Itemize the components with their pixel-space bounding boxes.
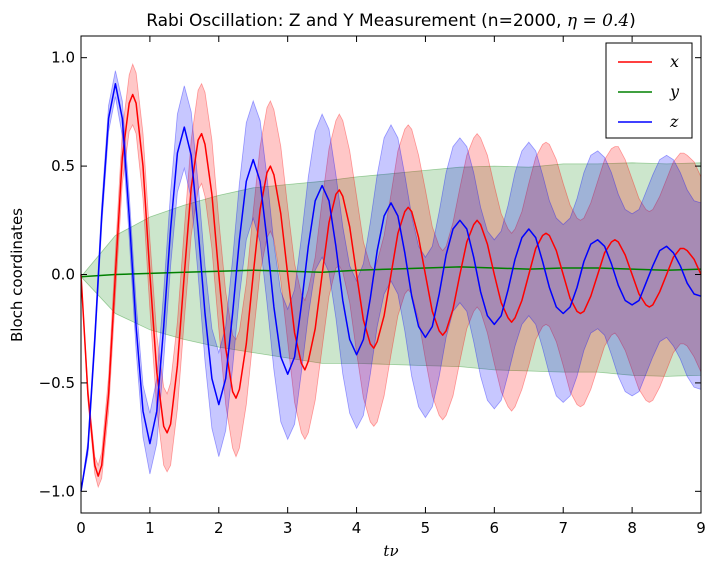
- y-tick-label: 1.0: [51, 49, 75, 67]
- legend-label-y: y: [669, 82, 680, 101]
- y-axis-label: Bloch coordinates: [8, 208, 26, 342]
- x-axis-label: tν: [383, 542, 398, 560]
- legend-label-x: x: [670, 52, 679, 71]
- y-tick-label: −0.5: [39, 374, 75, 392]
- x-tick-label: 0: [76, 519, 86, 537]
- y-tick-label: 0.5: [51, 157, 75, 175]
- line-z: [80, 82, 702, 492]
- series-lines: [80, 82, 702, 492]
- y-tick-label: 0.0: [51, 266, 75, 284]
- line-x: [80, 93, 702, 477]
- legend: xyz: [605, 42, 693, 139]
- legend-label-z: z: [669, 112, 679, 131]
- y-tick-label: −1.0: [39, 482, 75, 500]
- x-tick-label: 7: [558, 519, 568, 537]
- x-tick-label: 5: [421, 519, 431, 537]
- x-tick-label: 8: [627, 519, 637, 537]
- x-tick-label: 9: [696, 519, 706, 537]
- x-tick-label: 6: [490, 519, 500, 537]
- y-axis-ticks: −1.0 −0.5 0.0 0.5 1.0: [39, 49, 701, 500]
- chart-title-prefix: Rabi Oscillation: Z and Y Measurement (n…: [146, 11, 567, 31]
- x-tick-label: 3: [283, 519, 293, 537]
- x-tick-label: 1: [145, 519, 155, 537]
- chart-title-math: η = 0.4: [567, 11, 629, 31]
- chart-title: Rabi Oscillation: Z and Y Measurement (n…: [146, 11, 636, 31]
- x-axis-ticks: 0 1 2 3 4 5 6 7 8 9: [76, 36, 706, 537]
- x-tick-label: 2: [214, 519, 224, 537]
- legend-box: [605, 42, 693, 139]
- x-tick-label: 4: [352, 519, 362, 537]
- chart-title-suffix: ): [629, 11, 636, 31]
